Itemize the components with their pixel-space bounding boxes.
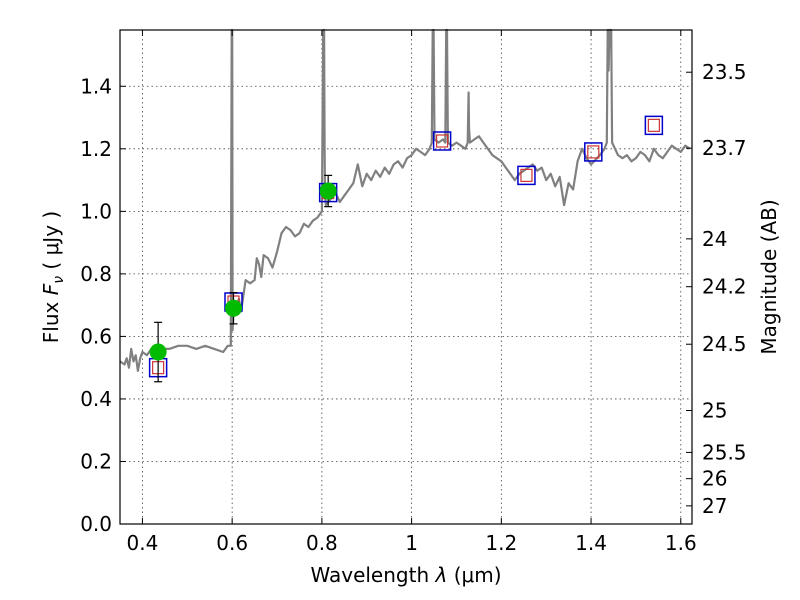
model-photometry-box-inner — [436, 134, 449, 148]
mag-tick-label: 25 — [702, 399, 727, 423]
mag-tick-label: 24.2 — [702, 275, 747, 299]
x-tick-label: 1.4 — [575, 531, 607, 555]
x-tick-label: 1 — [405, 531, 418, 555]
observed-photometry-point — [225, 299, 243, 317]
x-tick-label: 0.4 — [127, 531, 159, 555]
right-axis-label: Magnitude (AB) — [757, 199, 781, 354]
x-tick-label: 1.6 — [665, 531, 697, 555]
model-photometry-box — [432, 131, 452, 151]
x-tick-label: 0.8 — [306, 531, 338, 555]
y-tick-label: 0.4 — [80, 387, 112, 411]
x-tick-label: 1.2 — [485, 531, 517, 555]
model-photometry-box-inner — [587, 145, 600, 159]
y-axis-label: Flux Fν ( μJy ) — [39, 211, 67, 343]
y-tick-label: 1.4 — [80, 74, 112, 98]
y-tick-label: 0.0 — [80, 512, 112, 536]
mag-tick-label: 24 — [702, 227, 727, 251]
mag-tick-label: 24.5 — [702, 332, 747, 356]
observed-photometry-point — [149, 343, 167, 361]
x-tick-label: 0.6 — [216, 531, 248, 555]
model-photometry-box-inner — [647, 118, 660, 132]
observed-photometry-point — [319, 182, 337, 200]
mag-tick-label: 25.5 — [702, 440, 747, 464]
model-photometry-box — [517, 165, 536, 186]
axis-ticks: 0.4 0.6 0.8 1 1.2 1.4 1.6 0.0 0.2 0.4 0.6 0.8 1.0 1.2… — [80, 30, 747, 555]
y-tick-label: 1.2 — [80, 137, 112, 161]
model-photometry-box — [644, 115, 664, 136]
model-photometry-box-inner — [520, 168, 533, 182]
y-tick-label: 0.8 — [80, 262, 112, 286]
x-axis-label: Wavelength λ (μm) — [310, 563, 501, 587]
y-tick-label: 1.0 — [80, 199, 112, 223]
mag-tick-label: 26 — [702, 467, 727, 491]
model-spectrum-line — [119, 28, 691, 372]
plot-area — [119, 28, 691, 383]
plot-frame — [119, 29, 693, 525]
mag-tick-label: 23.7 — [702, 136, 747, 160]
mag-tick-label: 27 — [702, 494, 727, 518]
mag-tick-label: 23.5 — [702, 60, 747, 84]
y-tick-label: 0.6 — [80, 324, 112, 348]
model-photometry-box — [584, 142, 603, 162]
y-tick-label: 0.2 — [80, 449, 112, 473]
